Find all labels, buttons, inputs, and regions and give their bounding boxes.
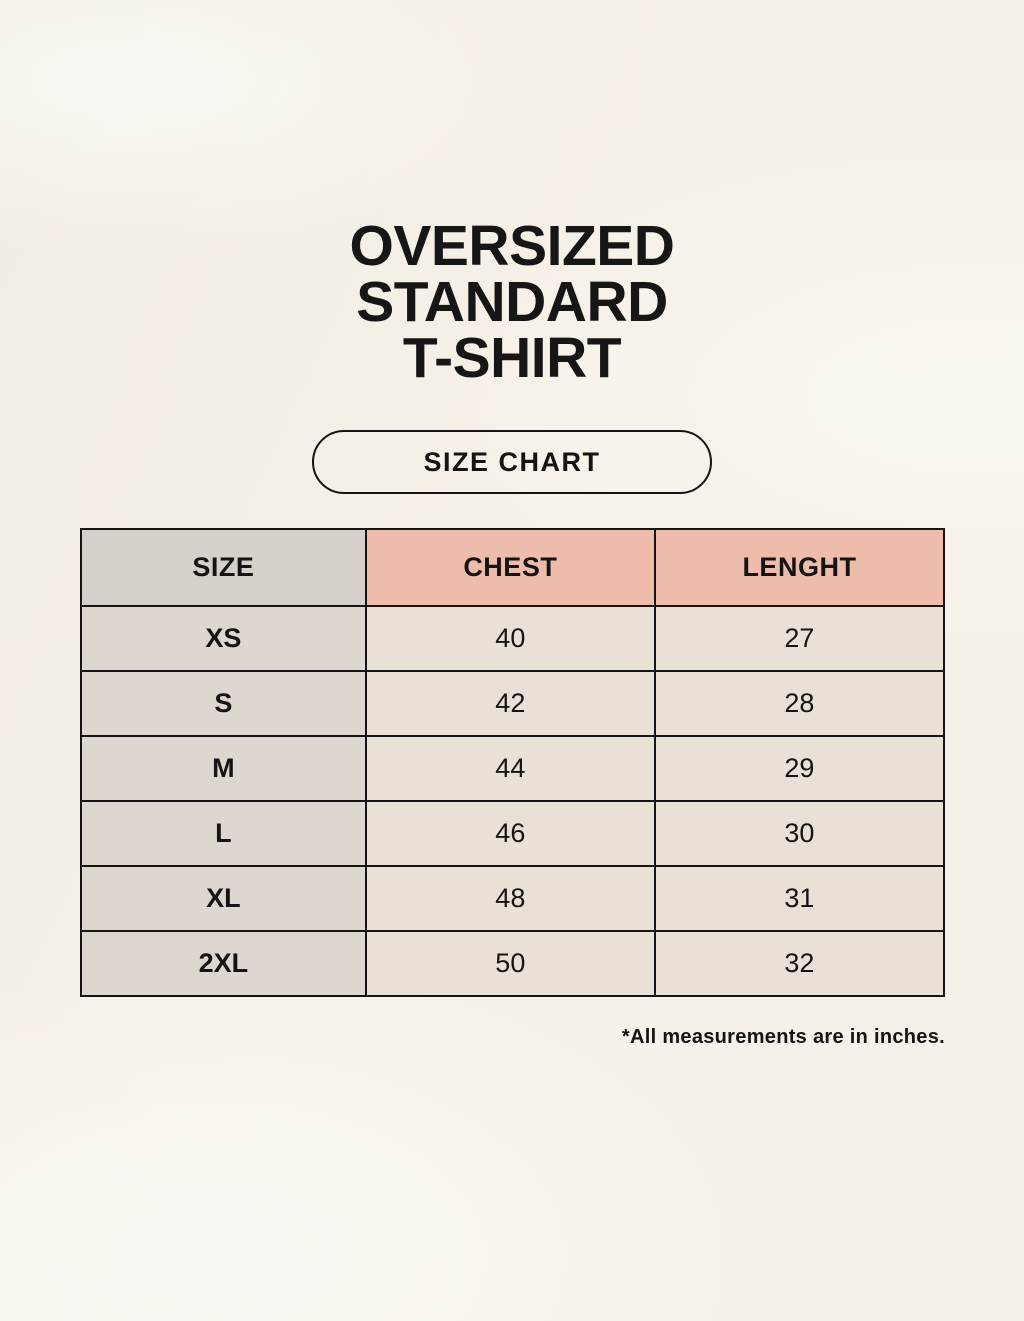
column-header-size: SIZE [80,528,367,607]
size-label: XL [80,865,367,932]
size-label: XS [80,605,367,672]
size-label: 2XL [80,930,367,997]
chest-value: 50 [364,930,656,997]
size-label: L [80,800,367,867]
table-row: L 46 30 [80,800,946,867]
chest-value: 44 [364,735,656,802]
page-title-line-2: STANDARD [356,270,668,334]
page-title: OVERSIZED STANDARD T-SHIRT [0,214,1024,390]
table-row: XL 48 31 [80,865,946,932]
column-header-length: LENGHT [653,528,946,607]
chest-value: 42 [364,670,656,737]
chest-value: 40 [364,605,656,672]
size-chart-button-label: SIZE CHART [423,446,601,477]
table-row: S 42 28 [80,670,946,737]
length-value: 32 [653,930,946,997]
table-row: XS 40 27 [80,605,946,672]
size-label: M [80,735,367,802]
length-value: 27 [653,605,946,672]
table-header-row: SIZE CHEST LENGHT [80,528,946,607]
table-row: 2XL 50 32 [80,930,946,997]
length-value: 28 [653,670,946,737]
chest-value: 48 [364,865,656,932]
column-header-chest: CHEST [364,528,656,607]
size-chart-button[interactable]: SIZE CHART [312,430,712,494]
length-value: 29 [653,735,946,802]
table-row: M 44 29 [80,735,946,802]
measurements-footnote: *All measurements are in inches. [621,1026,945,1048]
page-title-line-1: OVERSIZED [349,214,675,278]
page-title-line-3: T-SHIRT [402,326,622,390]
chest-value: 46 [364,800,656,867]
length-value: 30 [653,800,946,867]
length-value: 31 [653,865,946,932]
size-table: SIZE CHEST LENGHT XS 40 27 S 42 28 M 44 … [80,528,946,997]
size-label: S [80,670,367,737]
